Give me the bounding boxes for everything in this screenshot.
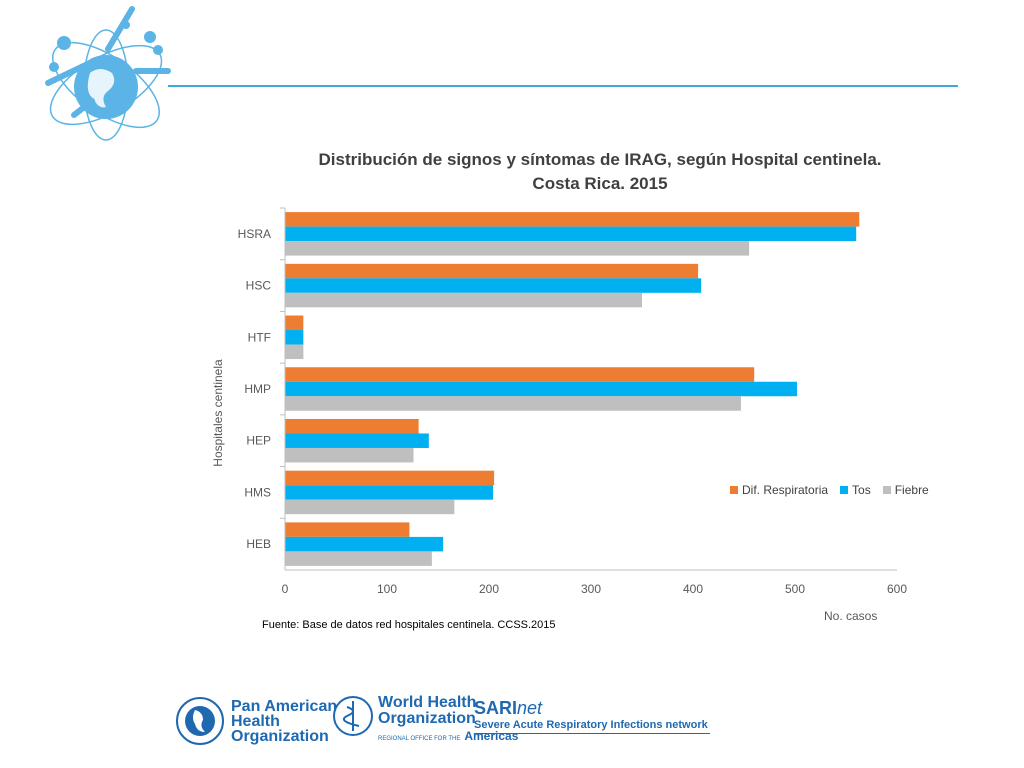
bar-chart: HSRA HSC HTF HMP HEP HMS HEB 0 100 200 300 400 500 60…: [0, 0, 1024, 768]
y-tick-label: HEB: [246, 537, 271, 551]
bar-hsra-tos: [285, 227, 856, 242]
y-tick-label: HTF: [248, 330, 271, 344]
legend-label: Tos: [852, 483, 871, 497]
source-note: Fuente: Base de datos red hospitales cen…: [262, 619, 556, 631]
sari-tagline: Severe Acute Respiratory Infections netw…: [474, 719, 710, 734]
bar-hep-dif-respiratoria: [285, 419, 419, 434]
bar-hsc-fiebre: [285, 293, 642, 308]
paho-name-line: Organization: [231, 729, 337, 744]
x-tick-label: 100: [377, 582, 397, 596]
paho-name-line: Health: [231, 714, 337, 729]
legend-label: Fiebre: [895, 483, 929, 497]
y-tick-label: HEP: [246, 434, 271, 448]
bar-hsra-fiebre: [285, 241, 749, 256]
x-tick-label: 400: [683, 582, 703, 596]
x-tick-label: 0: [282, 582, 289, 596]
bar-htf-tos: [285, 330, 303, 345]
x-tick-label: 200: [479, 582, 499, 596]
bar-htf-fiebre: [285, 345, 303, 360]
legend-swatch-blue: [840, 486, 848, 494]
x-axis-label: No. casos: [824, 609, 877, 623]
bar-hsc-dif-respiratoria: [285, 264, 698, 279]
legend-label: Dif. Respiratoria: [742, 483, 828, 497]
bar-heb-tos: [285, 537, 443, 552]
legend-swatch-orange: [730, 486, 738, 494]
bar-hep-tos: [285, 433, 429, 448]
y-tick-label: HMS: [244, 485, 271, 499]
paho-emblem-icon: [175, 696, 225, 746]
bar-hsc-tos: [285, 278, 701, 293]
y-tick-label: HMP: [244, 382, 271, 396]
bar-hms-dif-respiratoria: [285, 471, 494, 486]
legend-item-tos: Tos: [840, 483, 871, 497]
sari-brand-suffix: net: [517, 698, 542, 718]
bar-heb-dif-respiratoria: [285, 522, 409, 537]
y-tick-label: HSRA: [238, 227, 271, 241]
bar-hmp-dif-respiratoria: [285, 367, 754, 382]
bar-hmp-fiebre: [285, 396, 741, 411]
bar-htf-dif-respiratoria: [285, 316, 303, 331]
bar-hmp-tos: [285, 382, 797, 397]
y-axis-label: Hospitales centinela: [211, 359, 225, 466]
who-regional-label: REGIONAL OFFICE FOR THE: [378, 736, 460, 742]
paho-name-line: Pan American: [231, 699, 337, 714]
x-tick-label: 500: [785, 582, 805, 596]
legend-swatch-gray: [883, 486, 891, 494]
legend-item-fiebre: Fiebre: [883, 483, 929, 497]
chart-legend: Dif. Respiratoria Tos Fiebre: [730, 483, 929, 497]
legend-item-dif-respiratoria: Dif. Respiratoria: [730, 483, 828, 497]
bar-heb-fiebre: [285, 551, 432, 566]
x-tick-label: 600: [887, 582, 907, 596]
bar-hms-tos: [285, 485, 493, 500]
bar-hsra-dif-respiratoria: [285, 212, 859, 227]
x-tick-label: 300: [581, 582, 601, 596]
bar-hms-fiebre: [285, 500, 454, 515]
paho-logo: Pan American Health Organization: [175, 696, 337, 746]
who-emblem-icon: [332, 695, 374, 737]
sarinet-logo: SARInet Severe Acute Respiratory Infecti…: [474, 698, 710, 734]
sari-brand: SARI: [474, 698, 517, 718]
bar-hep-fiebre: [285, 448, 414, 463]
y-tick-label: HSC: [246, 279, 272, 293]
